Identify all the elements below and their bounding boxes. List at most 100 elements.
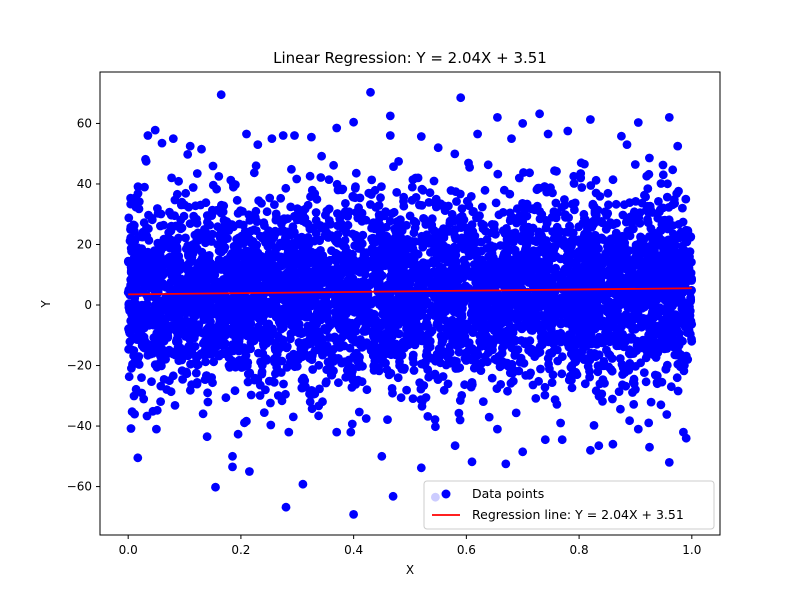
- data-point: [668, 165, 678, 175]
- data-point: [159, 336, 169, 346]
- data-point: [620, 241, 629, 251]
- data-point: [665, 222, 675, 231]
- data-point: [249, 168, 259, 178]
- data-point: [402, 329, 412, 339]
- data-point: [375, 268, 384, 277]
- data-point: [629, 272, 639, 282]
- data-point: [139, 218, 149, 228]
- data-point: [217, 241, 227, 251]
- data-point: [597, 217, 606, 226]
- data-point: [635, 208, 645, 218]
- data-point: [679, 366, 689, 376]
- data-point: [133, 182, 143, 192]
- data-point: [134, 352, 144, 361]
- data-point: [470, 317, 479, 326]
- data-point: [236, 206, 245, 216]
- data-point: [184, 341, 194, 351]
- data-point: [408, 350, 418, 360]
- data-point: [391, 227, 401, 236]
- data-point: [281, 234, 290, 243]
- data-point: [489, 272, 499, 282]
- data-point: [155, 247, 165, 256]
- data-point: [609, 249, 618, 259]
- data-point: [214, 230, 224, 240]
- data-point: [451, 225, 460, 234]
- data-point: [230, 386, 240, 396]
- data-point: [276, 368, 286, 377]
- data-point: [467, 245, 476, 255]
- data-point: [245, 311, 255, 321]
- data-point: [390, 347, 400, 357]
- data-point: [666, 382, 676, 392]
- data-point: [251, 206, 261, 216]
- data-point: [470, 231, 480, 241]
- data-point: [302, 237, 312, 247]
- data-point: [511, 265, 521, 275]
- data-point: [318, 339, 327, 349]
- data-point: [646, 295, 656, 304]
- data-point: [209, 357, 219, 367]
- data-point: [583, 362, 593, 371]
- data-point: [654, 269, 664, 279]
- data-point: [201, 302, 211, 311]
- data-point: [654, 197, 663, 206]
- data-point: [325, 219, 335, 229]
- data-point: [266, 420, 276, 430]
- data-point: [381, 328, 391, 338]
- data-point: [444, 201, 453, 211]
- data-point: [478, 397, 488, 406]
- data-point: [669, 195, 679, 205]
- data-point: [569, 345, 578, 355]
- data-point: [229, 329, 238, 339]
- data-point: [534, 183, 544, 193]
- data-point: [548, 370, 558, 380]
- data-point: [385, 291, 395, 300]
- data-point: [538, 312, 548, 321]
- data-point: [592, 237, 601, 247]
- data-point: [287, 164, 296, 174]
- data-point: [208, 378, 217, 388]
- data-point: [569, 293, 579, 303]
- data-point: [535, 207, 545, 216]
- data-point: [687, 336, 697, 346]
- data-point: [192, 283, 201, 293]
- data-point: [586, 181, 596, 190]
- data-point: [243, 358, 253, 367]
- data-point: [480, 185, 490, 195]
- data-point: [514, 255, 524, 264]
- data-point: [520, 205, 530, 214]
- data-point: [580, 379, 590, 389]
- data-point: [436, 268, 446, 278]
- data-point: [333, 236, 343, 246]
- data-point: [622, 253, 632, 263]
- data-point: [191, 368, 201, 378]
- data-point: [255, 231, 265, 241]
- data-point: [270, 357, 279, 367]
- data-point: [170, 401, 180, 410]
- data-point: [643, 350, 652, 359]
- data-point: [265, 193, 275, 203]
- data-point: [576, 173, 586, 183]
- data-point: [277, 396, 287, 406]
- data-point: [387, 299, 397, 309]
- data-point: [279, 379, 288, 389]
- data-point: [576, 289, 585, 299]
- data-point: [184, 272, 193, 281]
- data-point: [614, 341, 624, 351]
- data-point: [569, 179, 579, 188]
- data-point: [306, 268, 316, 277]
- data-point: [371, 328, 381, 338]
- data-point: [432, 320, 442, 329]
- data-point: [467, 380, 477, 389]
- data-point: [179, 307, 189, 317]
- data-point: [200, 251, 209, 261]
- data-point: [551, 263, 561, 273]
- data-point: [665, 251, 675, 261]
- data-point: [221, 393, 231, 403]
- data-point: [312, 319, 322, 329]
- data-point: [362, 338, 372, 347]
- data-point: [270, 243, 280, 253]
- data-point: [262, 207, 272, 217]
- data-point: [405, 211, 415, 221]
- data-point: [439, 306, 449, 316]
